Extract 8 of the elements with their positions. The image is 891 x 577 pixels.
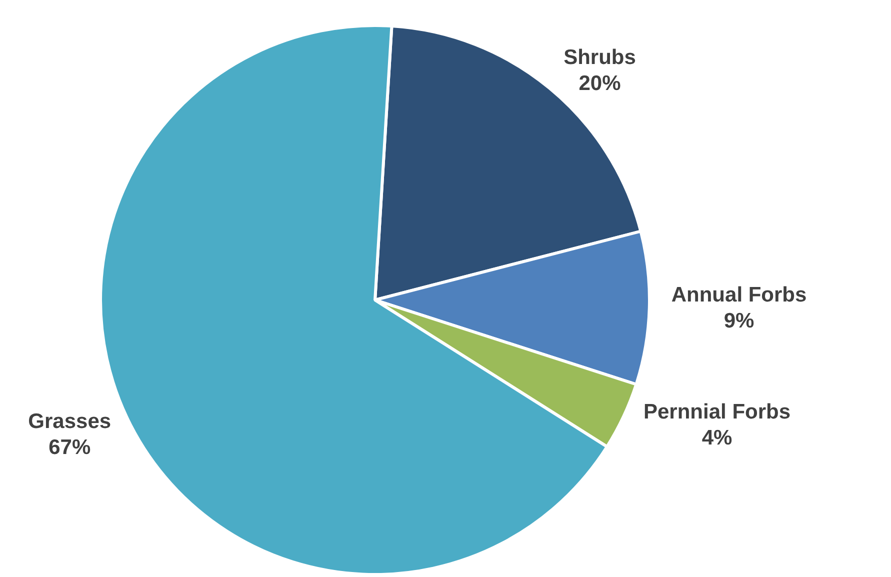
slice-label: Grasses bbox=[28, 410, 112, 433]
data-label: 9% bbox=[724, 310, 755, 333]
slice-label: Shrubs bbox=[564, 46, 636, 70]
slice-label: Pernnial Forbs bbox=[644, 400, 791, 424]
data-label: 67% bbox=[48, 436, 91, 459]
data-label: 4% bbox=[702, 426, 733, 450]
data-label: 20% bbox=[578, 72, 622, 96]
slice-label: Annual Forbs bbox=[671, 284, 807, 307]
